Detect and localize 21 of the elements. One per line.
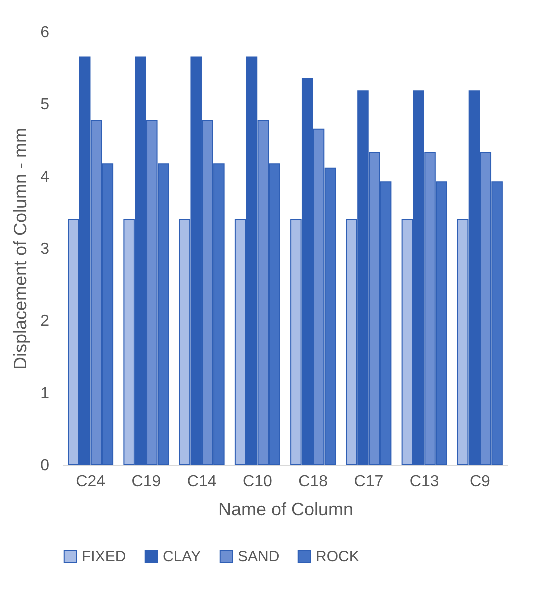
- y-tick-label: 5: [40, 96, 50, 114]
- y-tick-label: 1: [40, 385, 50, 402]
- x-tick-label: C13: [410, 474, 440, 490]
- x-tick-label: C14: [187, 474, 217, 490]
- y-tick-label: 2: [40, 313, 50, 330]
- y-tick-label: 4: [40, 168, 50, 186]
- x-tick-label: C9: [470, 474, 491, 490]
- legend-label: CLAY: [163, 548, 202, 566]
- x-tick-label: C19: [132, 474, 162, 490]
- x-axis-title: Name of Column: [218, 500, 354, 520]
- legend-label: SAND: [238, 548, 280, 566]
- y-tick-label: 0: [40, 458, 50, 474]
- legend-label: FIXED: [82, 548, 126, 566]
- x-tick-label: C17: [354, 474, 384, 490]
- y-tick-label: 6: [40, 24, 50, 42]
- x-tick-label: C24: [76, 474, 106, 490]
- x-tick-label: C10: [243, 474, 272, 490]
- y-axis-title: Displacement of Column - mm: [10, 128, 31, 370]
- x-tick-label: C18: [298, 474, 328, 490]
- y-tick-label: 3: [40, 241, 50, 258]
- legend-label: ROCK: [316, 548, 360, 566]
